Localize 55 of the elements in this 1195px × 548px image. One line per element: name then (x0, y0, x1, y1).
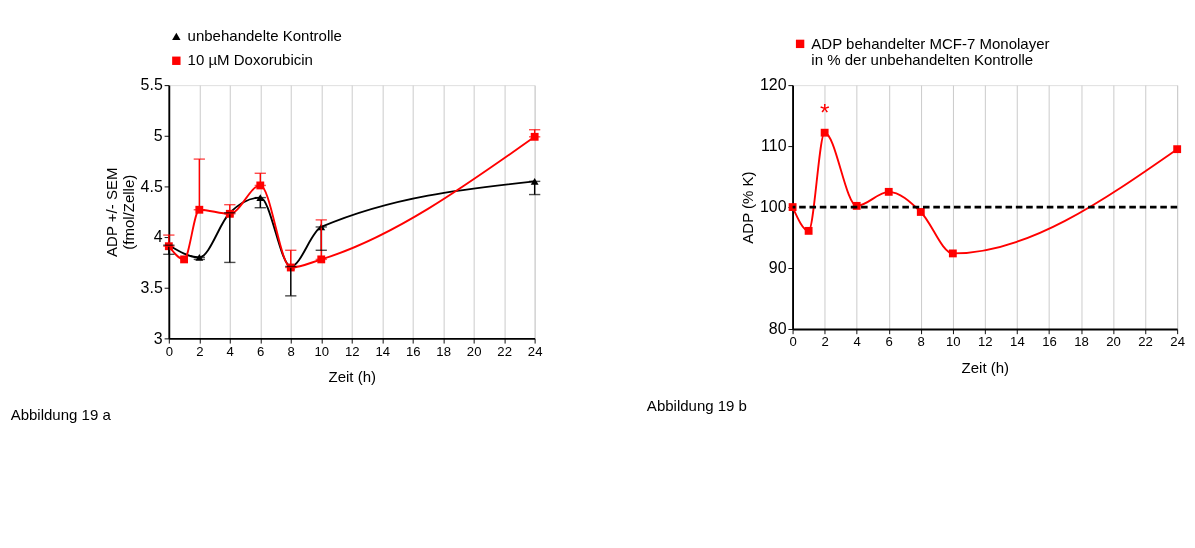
point (916, 208, 925, 216)
y-tick-label: 110 (761, 137, 787, 155)
y-tick-label: 100 (759, 198, 787, 216)
point (884, 187, 893, 196)
y-tick-label: 3 (153, 329, 163, 347)
x-tick-label: 4 (853, 334, 861, 350)
point (788, 203, 797, 212)
x-tick-label: 18 (1074, 334, 1089, 350)
x-tick-label: 12 (978, 334, 993, 350)
point (804, 226, 813, 235)
y-tick-label: 90 (768, 259, 787, 277)
y-axis-title: ADP (% K) (739, 171, 757, 244)
x-tick-label: 6 (257, 343, 265, 359)
legend-label: 10 µM Doxorubicin (187, 51, 313, 69)
x-tick-label: 24 (527, 343, 543, 359)
x-tick-label: 8 (287, 343, 295, 359)
y-tick-label: 120 (759, 76, 787, 94)
x-tick-label: 16 (405, 343, 421, 359)
x-axis-title: Zeit (h) (961, 358, 1010, 376)
x-tick-label: 16 (1042, 334, 1057, 350)
x-tick-label: 10 (314, 343, 330, 359)
y-axis-title: ADP +/- SEM (fmol/Zelle) (103, 167, 138, 257)
annotation: * (819, 99, 830, 127)
x-tick-label: 8 (917, 334, 925, 350)
y-tick-label: 80 (768, 320, 787, 338)
text: Abbildung 19 b (646, 396, 747, 414)
x-tick-label: 0 (789, 334, 797, 350)
x-tick-label: 0 (165, 343, 173, 359)
x-tick-label: 2 (196, 343, 204, 359)
x-tick-label: 24 (1170, 334, 1185, 350)
x-tick-label: 6 (885, 334, 893, 350)
x-tick-label: 20 (466, 343, 482, 359)
point (820, 128, 829, 137)
x-tick-label: 22 (1138, 334, 1153, 350)
x-axis-title: Zeit (h) (328, 368, 376, 386)
point (948, 249, 957, 258)
y-tick-label: 4.5 (140, 177, 163, 195)
x-tick-label: 2 (821, 334, 829, 350)
y-tick-label: 5.5 (140, 76, 163, 94)
x-tick-label: 14 (375, 343, 390, 359)
x-tick-label: 12 (344, 343, 360, 359)
y-tick-label: 4 (153, 228, 163, 246)
x-tick-label: 22 (497, 343, 512, 359)
y-tick-label: 5 (153, 126, 163, 144)
x-tick-label: 18 (436, 343, 451, 359)
x-tick-label: 4 (226, 343, 234, 359)
y-tick-label: 3.5 (140, 278, 163, 296)
legend-label: unbehandelte Kontrolle (187, 27, 342, 45)
point (1173, 145, 1182, 154)
x-tick-label: 14 (1010, 334, 1025, 350)
text: Abbildung 19 a (10, 406, 112, 424)
x-tick-label: 20 (1106, 334, 1121, 350)
x-tick-label: 10 (946, 334, 961, 350)
point (180, 255, 189, 264)
legend-label: ADP behandelter MCF-7 Monolayer in % der unbehandelten Kontrolle (811, 34, 1050, 69)
